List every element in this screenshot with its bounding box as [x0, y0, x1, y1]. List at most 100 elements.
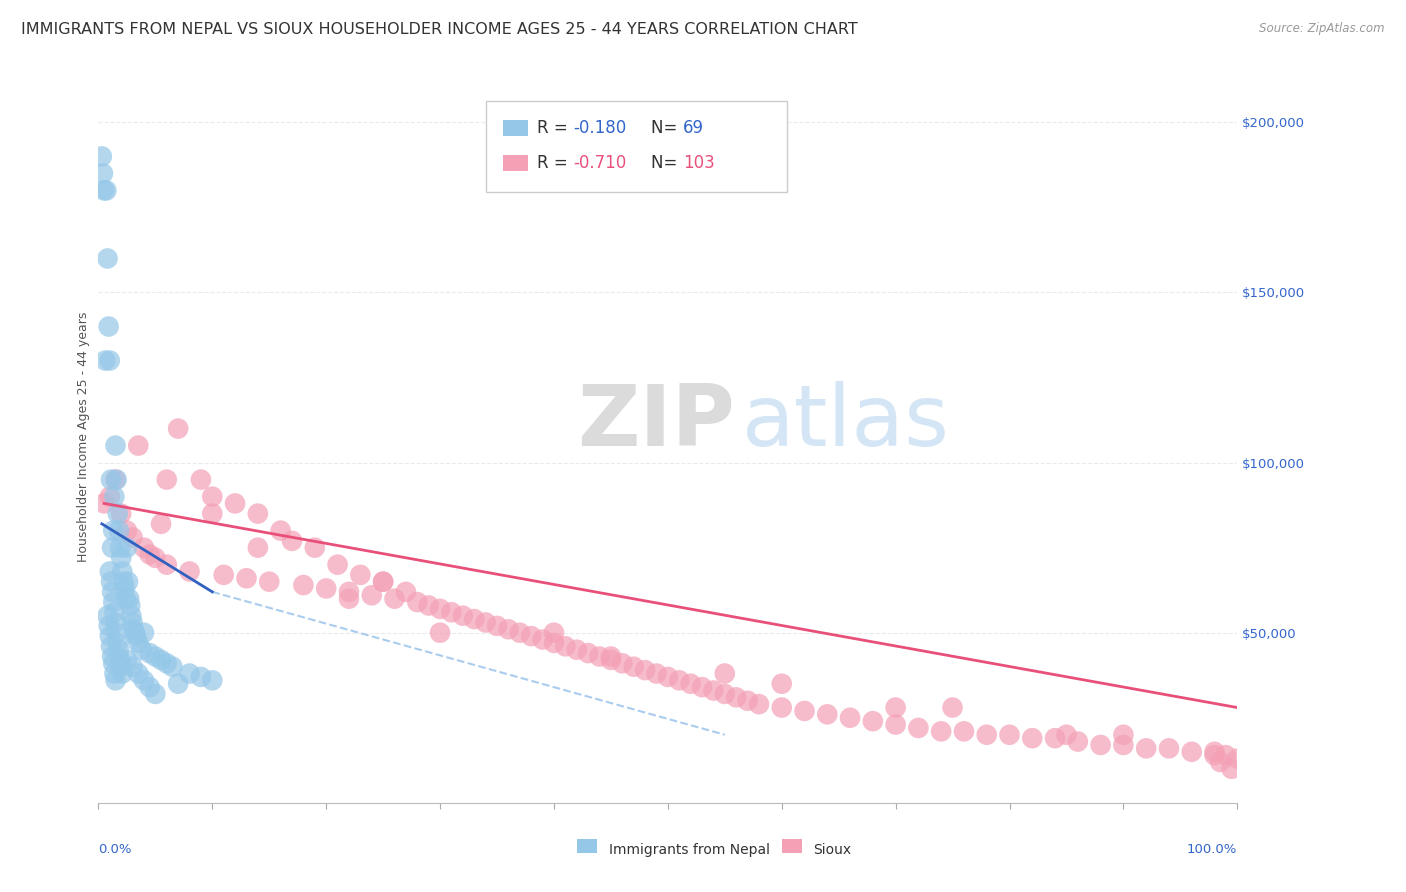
Point [108, 541, 131, 555]
Point [645, 666, 668, 681]
Point [120, 608, 142, 623]
Point [108, 642, 131, 657]
Point [101, 585, 124, 599]
Point [132, 673, 155, 688]
Point [259, 574, 281, 589]
Text: 103: 103 [683, 153, 714, 172]
Point [1112, 728, 1135, 742]
Point [121, 659, 143, 673]
Point [270, 524, 292, 538]
Point [179, 565, 201, 579]
Text: -0.710: -0.710 [574, 153, 627, 172]
Point [281, 533, 304, 548]
Point [101, 649, 124, 664]
Point [118, 591, 141, 606]
Point [349, 567, 371, 582]
Text: Sioux: Sioux [814, 843, 852, 857]
Point [554, 640, 576, 654]
Point [337, 591, 360, 606]
Point [337, 585, 360, 599]
Point [360, 588, 382, 602]
Point [131, 642, 153, 657]
Point [138, 548, 160, 562]
FancyBboxPatch shape [576, 839, 598, 853]
Point [565, 642, 588, 657]
Point [103, 657, 125, 671]
Point [714, 666, 737, 681]
Point [406, 595, 429, 609]
Point [121, 615, 143, 630]
Point [702, 683, 724, 698]
Point [600, 653, 623, 667]
Point [179, 666, 201, 681]
Point [201, 490, 224, 504]
Point [292, 578, 315, 592]
Point [371, 574, 394, 589]
Point [117, 574, 139, 589]
Text: N=: N= [651, 153, 682, 172]
Point [93, 496, 115, 510]
Point [145, 687, 167, 701]
Y-axis label: Householder Income Ages 25 - 44 years: Householder Income Ages 25 - 44 years [77, 312, 90, 562]
Point [98, 353, 121, 368]
Point [107, 636, 129, 650]
Point [120, 599, 142, 613]
Point [748, 697, 770, 711]
Point [326, 558, 349, 572]
Point [107, 507, 129, 521]
Point [110, 659, 132, 673]
Text: R =: R = [537, 119, 572, 136]
Point [145, 649, 167, 664]
Text: Source: ZipAtlas.com: Source: ZipAtlas.com [1260, 22, 1385, 36]
FancyBboxPatch shape [782, 839, 803, 853]
Point [953, 724, 976, 739]
Point [124, 625, 146, 640]
Point [486, 619, 509, 633]
Point [520, 629, 543, 643]
Point [104, 439, 127, 453]
Point [103, 490, 125, 504]
Point [1067, 734, 1090, 748]
Text: atlas: atlas [742, 381, 950, 464]
Point [156, 657, 179, 671]
Text: 69: 69 [683, 119, 703, 136]
Point [97, 619, 120, 633]
Point [451, 608, 474, 623]
Point [114, 582, 136, 596]
Point [737, 694, 759, 708]
Point [110, 507, 132, 521]
Point [98, 629, 121, 643]
Point [793, 704, 815, 718]
Point [543, 636, 565, 650]
Point [132, 541, 155, 555]
Point [498, 622, 520, 636]
Point [150, 516, 173, 531]
Point [1135, 741, 1157, 756]
Point [108, 653, 131, 667]
Point [1056, 728, 1078, 742]
Point [304, 541, 326, 555]
Point [122, 622, 145, 636]
FancyBboxPatch shape [503, 120, 527, 136]
Point [576, 646, 599, 660]
Point [531, 632, 554, 647]
Point [612, 657, 634, 671]
Point [127, 636, 149, 650]
Point [246, 507, 269, 521]
Point [429, 625, 451, 640]
Point [246, 541, 269, 555]
Point [212, 567, 235, 582]
Point [1220, 762, 1243, 776]
Point [634, 663, 657, 677]
Point [839, 711, 862, 725]
Point [167, 677, 190, 691]
Point [103, 666, 125, 681]
Point [815, 707, 838, 722]
Point [315, 582, 337, 596]
Point [104, 473, 127, 487]
Point [93, 183, 115, 197]
Point [105, 473, 128, 487]
Point [125, 629, 148, 643]
Point [201, 507, 224, 521]
Point [97, 319, 120, 334]
